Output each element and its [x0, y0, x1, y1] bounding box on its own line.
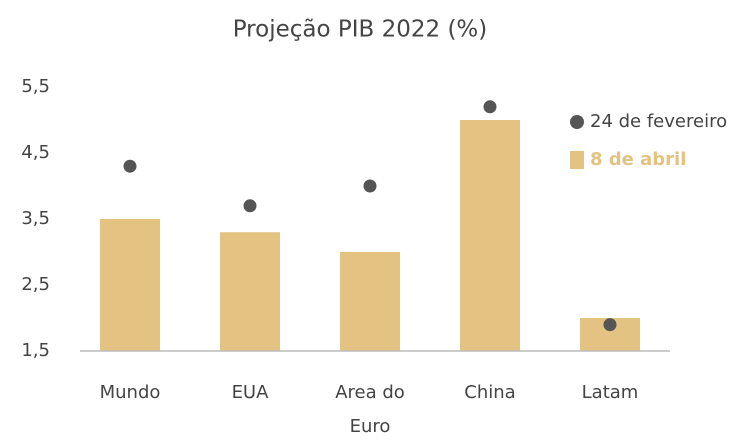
dot: [243, 199, 257, 213]
x-tick-label: Mundo: [100, 382, 161, 403]
y-tick-label: 4,5: [21, 142, 50, 163]
legend-label: 8 de abril: [590, 149, 686, 170]
chart-title: Projeção PIB 2022 (%): [233, 17, 488, 43]
dot: [123, 159, 137, 173]
x-tick-label: Area do Euro: [335, 382, 405, 437]
bar: [100, 219, 160, 351]
y-tick-label: 5,5: [21, 76, 50, 97]
dot: [363, 179, 377, 193]
y-tick-label: 1,5: [21, 340, 50, 361]
legend-marker: [570, 115, 584, 129]
bar: [460, 120, 520, 351]
dot: [483, 100, 497, 114]
x-tick-label: China: [464, 382, 515, 403]
x-tick-label: Latam: [582, 382, 639, 403]
y-tick-label: 3,5: [21, 208, 50, 229]
x-tick-label: EUA: [232, 382, 270, 403]
y-tick-label: 2,5: [21, 274, 50, 295]
bar: [340, 252, 400, 351]
legend-label: 24 de fevereiro: [590, 111, 727, 132]
dot: [603, 318, 617, 332]
bar: [220, 232, 280, 351]
legend-marker: [570, 151, 584, 169]
